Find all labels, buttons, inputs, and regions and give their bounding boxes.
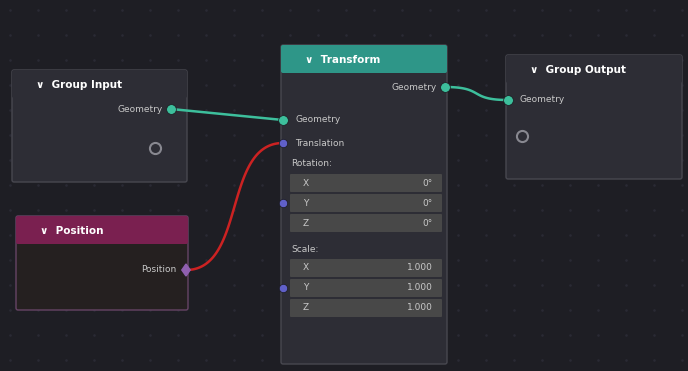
FancyBboxPatch shape [290,259,442,277]
Text: ∨  Group Input: ∨ Group Input [36,80,122,90]
Text: Geometry: Geometry [295,115,341,125]
Text: Y: Y [303,198,308,207]
FancyBboxPatch shape [508,69,680,81]
FancyBboxPatch shape [290,194,442,212]
Text: Rotation:: Rotation: [291,158,332,167]
Text: Z: Z [303,303,309,312]
Text: Position: Position [141,266,176,275]
Text: X: X [303,178,309,187]
FancyBboxPatch shape [281,45,447,73]
Text: ∨  Position: ∨ Position [40,226,103,236]
FancyBboxPatch shape [290,174,442,192]
Text: X: X [303,263,309,273]
FancyBboxPatch shape [281,45,447,364]
Text: 0°: 0° [422,198,433,207]
FancyBboxPatch shape [18,230,186,242]
Text: ∨  Group Output: ∨ Group Output [530,65,626,75]
FancyBboxPatch shape [506,55,682,179]
Text: Geometry: Geometry [391,82,437,92]
Text: 0°: 0° [422,178,433,187]
FancyBboxPatch shape [506,55,682,83]
Text: 1.000: 1.000 [407,303,433,312]
FancyBboxPatch shape [283,59,445,71]
FancyBboxPatch shape [290,214,442,232]
Text: Geometry: Geometry [118,105,163,114]
FancyBboxPatch shape [14,84,185,96]
Polygon shape [182,264,190,276]
Text: Y: Y [303,283,308,292]
Text: Scale:: Scale: [291,246,319,255]
Text: 0°: 0° [422,219,433,227]
Text: Geometry: Geometry [520,95,566,105]
FancyBboxPatch shape [16,216,188,310]
FancyBboxPatch shape [290,299,442,317]
Text: Translation: Translation [295,138,344,148]
Text: 1.000: 1.000 [407,283,433,292]
FancyBboxPatch shape [12,70,187,98]
FancyBboxPatch shape [16,216,188,244]
FancyBboxPatch shape [12,70,187,182]
Text: ∨  Transform: ∨ Transform [305,55,380,65]
Text: Z: Z [303,219,309,227]
FancyBboxPatch shape [290,279,442,297]
Text: 1.000: 1.000 [407,263,433,273]
